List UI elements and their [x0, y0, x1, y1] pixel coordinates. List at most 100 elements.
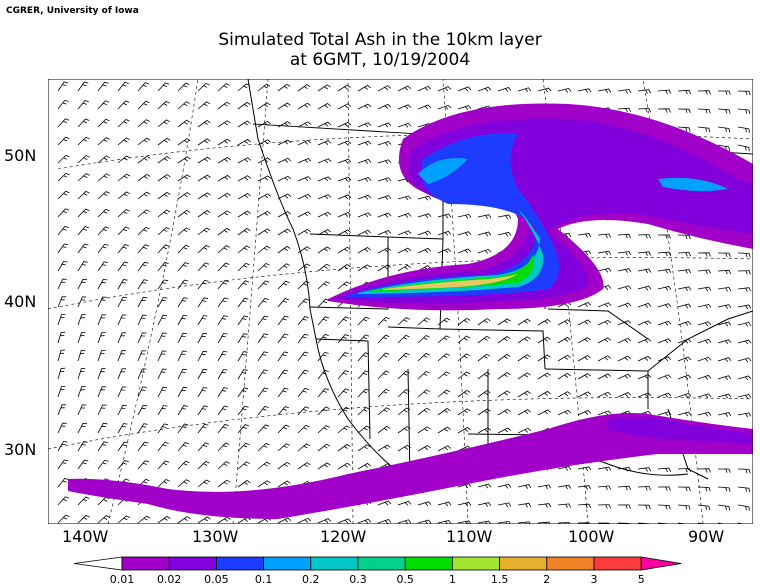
wind-barb [237, 280, 250, 290]
wind-barb [137, 296, 148, 308]
wind-barb [437, 371, 450, 380]
wind-barb [257, 461, 271, 470]
wind-barb [117, 81, 129, 92]
wind-barb [737, 504, 750, 511]
wind-barb [497, 408, 511, 416]
wind-barb [537, 390, 551, 398]
wind-barb [257, 193, 272, 200]
wind-barb [77, 404, 87, 416]
wind-barb [57, 349, 66, 362]
wind-barb [697, 504, 711, 511]
wind-barb [317, 229, 331, 236]
wind-barb [137, 209, 150, 218]
wind-barb [677, 126, 691, 132]
wind-barb [77, 136, 90, 146]
wind-barb [357, 462, 371, 470]
wind-barb [637, 355, 652, 362]
wind-barb [597, 373, 612, 380]
wind-barb [577, 337, 591, 344]
wind-barb [377, 425, 391, 434]
wind-barb [117, 350, 126, 362]
wind-barb [97, 226, 110, 236]
wind-barb [257, 263, 270, 272]
wind-barb [617, 337, 632, 344]
wind-barb [57, 154, 70, 164]
wind-barb [297, 316, 309, 326]
wind-barb [57, 422, 67, 434]
wind-barb [257, 245, 271, 254]
wind-barb [557, 484, 572, 490]
wind-barb [57, 118, 70, 128]
wind-barb [677, 486, 691, 492]
wind-barb [577, 302, 592, 308]
wind-barb [557, 409, 572, 416]
wind-barb [157, 297, 168, 308]
wind-barb [537, 354, 551, 362]
colorbar-box [451, 556, 500, 571]
wind-barb [177, 314, 188, 326]
wind-barb [377, 212, 392, 218]
wind-barb [577, 485, 592, 490]
wind-barb [417, 501, 432, 507]
wind-barb [477, 335, 491, 344]
wind-barb [457, 389, 471, 398]
wind-barb [77, 349, 86, 362]
colorbar-tick-label: 1 [448, 573, 456, 586]
wind-barb [317, 462, 331, 470]
wind-barb [57, 314, 66, 326]
wind-barb [177, 405, 188, 416]
wind-barb [397, 500, 412, 506]
colorbar-tick-label: 5 [637, 573, 645, 586]
wind-barb [257, 442, 270, 452]
wind-barb [277, 387, 289, 398]
wind-barb [357, 518, 372, 524]
wind-barb [57, 208, 70, 218]
wind-barb [57, 261, 68, 272]
wind-barb [257, 333, 269, 344]
wind-barb [157, 332, 167, 344]
wind-barb [517, 318, 531, 326]
wind-barb [137, 441, 149, 452]
wind-barb [617, 251, 632, 256]
wind-barb [297, 369, 309, 380]
wind-barb [557, 391, 571, 398]
wind-barb [737, 468, 751, 474]
wind-barb [157, 405, 168, 416]
wind-barb [637, 504, 651, 510]
wind-barb [157, 227, 170, 236]
wind-barb [637, 302, 652, 308]
wind-barb [157, 279, 169, 290]
wind-barb [517, 87, 532, 93]
wind-barb [337, 140, 352, 146]
colorbar-tick-label: 0.5 [396, 573, 414, 586]
wind-barb [657, 356, 672, 362]
wind-barb [357, 247, 371, 254]
wind-barb [337, 229, 351, 236]
wind-barb [137, 332, 147, 344]
wind-barb [277, 424, 290, 434]
wind-barb [397, 122, 412, 128]
wind-barb [77, 386, 86, 398]
wind-barb [277, 351, 289, 362]
wind-barb [337, 462, 351, 470]
wind-barb [137, 314, 147, 326]
wind-barb [57, 278, 67, 290]
wind-barb [237, 193, 251, 200]
wind-barb [177, 82, 190, 92]
wind-barb [157, 350, 167, 362]
wind-barb [357, 316, 370, 326]
wind-barb [557, 336, 571, 344]
wind-barb [637, 285, 652, 291]
wind-barb [137, 261, 149, 272]
wind-barb [657, 486, 671, 491]
wind-barb [357, 425, 371, 434]
wind-barb [477, 318, 491, 326]
wind-barb [197, 368, 208, 380]
wind-barb [497, 336, 511, 344]
colorbar-box [593, 556, 642, 571]
wind-barb [717, 269, 732, 275]
wind-barb [677, 108, 691, 114]
wind-barb [697, 269, 712, 275]
wind-barb [157, 261, 169, 272]
wind-barb [217, 138, 231, 146]
